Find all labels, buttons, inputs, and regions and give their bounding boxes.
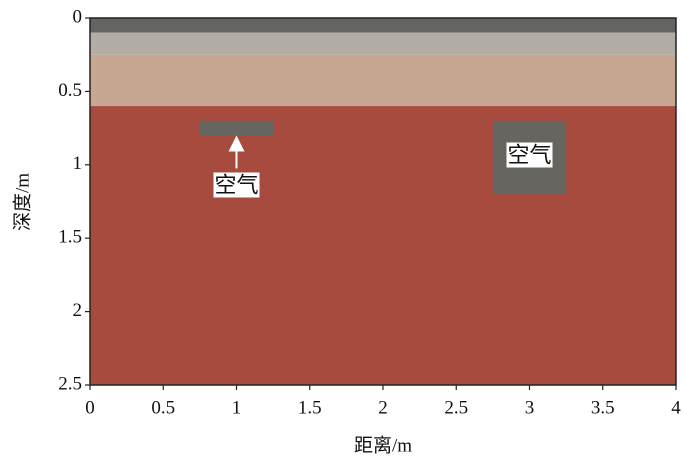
x-tick-label: 2.5	[444, 397, 468, 418]
y-tick-label: 2.5	[58, 373, 82, 394]
layer	[90, 33, 676, 55]
x-tick-label: 3.5	[591, 397, 615, 418]
y-tick-label: 2	[73, 300, 83, 321]
x-axis-label: 距离/m	[354, 434, 412, 456]
y-tick-label: 0.5	[58, 80, 82, 101]
x-tick-label: 4	[671, 397, 681, 418]
layer	[90, 106, 676, 385]
y-tick-label: 0	[73, 6, 83, 27]
x-tick-label: 0.5	[151, 397, 175, 418]
x-tick-label: 3	[525, 397, 535, 418]
layer	[90, 55, 676, 106]
chart: 距离/m 深度/m 空气空气00.511.522.533.5400.511.52…	[0, 0, 684, 460]
x-tick-label: 0	[85, 397, 95, 418]
anomaly-label: 空气	[507, 143, 551, 168]
x-tick-label: 1.5	[298, 397, 322, 418]
layer	[90, 18, 676, 33]
y-tick-label: 1.5	[58, 227, 82, 248]
y-axis-label: 深度/m	[11, 173, 33, 231]
y-tick-label: 1	[73, 153, 83, 174]
anomaly-label: 空气	[214, 172, 258, 197]
x-tick-label: 1	[232, 397, 242, 418]
x-tick-label: 2	[378, 397, 388, 418]
anomaly	[200, 121, 273, 136]
